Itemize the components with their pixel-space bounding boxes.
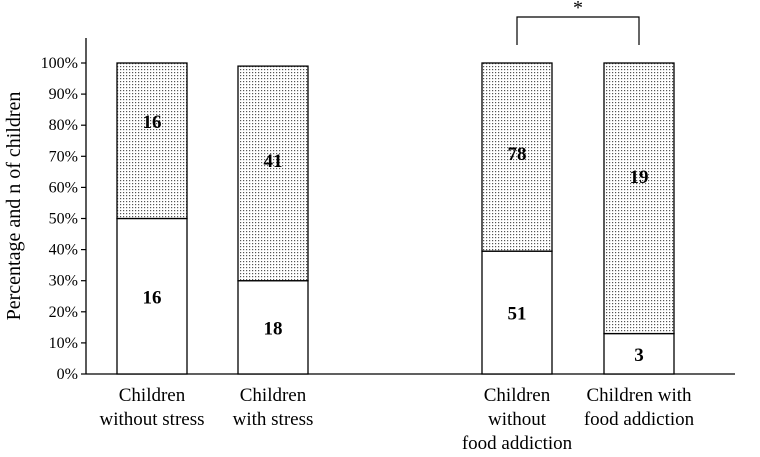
bar-segment-upper [116,62,188,220]
y-tick-label: 40% [49,242,78,259]
bar-segment-upper [481,62,553,252]
y-tick-label: 60% [49,179,78,196]
data-label-upper: 41 [264,151,283,172]
x-tick-label: Children with [586,385,692,406]
y-tick-label: 90% [49,86,78,103]
y-tick-label: 10% [49,335,78,352]
y-tick-label: 20% [49,304,78,321]
x-tick-label: food addiction [462,433,573,454]
bar-segment-upper [603,62,675,335]
data-label-lower: 16 [143,287,162,308]
bar-segment-lower [603,332,675,375]
x-tick-label: Children [119,385,186,406]
y-tick-label: 100% [41,55,78,72]
y-tick-label: 50% [49,211,78,228]
data-label-upper: 19 [630,167,649,188]
bar-segment-upper [237,65,309,282]
y-tick-label: 30% [49,273,78,290]
y-axis-title: Percentage and n of children [3,92,25,321]
x-tick-label: food addiction [584,409,695,430]
data-label-lower: 3 [634,345,644,366]
x-tick-label: without stress [99,409,204,430]
significance-bracket [516,16,640,45]
x-tick-label: Children [240,385,307,406]
significance-marker: * [573,0,583,19]
x-tick-label: with stress [233,409,314,430]
data-label-upper: 78 [508,144,527,165]
data-label-lower: 51 [508,304,527,325]
bar-segment-lower [481,250,553,375]
data-label-lower: 18 [264,318,283,339]
y-tick-label: 70% [49,148,78,165]
y-tick-label: 80% [49,117,78,134]
bar-segment-lower [116,217,188,375]
x-tick-label: Children [484,385,551,406]
y-tick-label: 0% [57,366,78,383]
bar-segment-lower [237,280,309,375]
data-label-upper: 16 [143,112,162,133]
x-tick-label: without [488,409,547,430]
